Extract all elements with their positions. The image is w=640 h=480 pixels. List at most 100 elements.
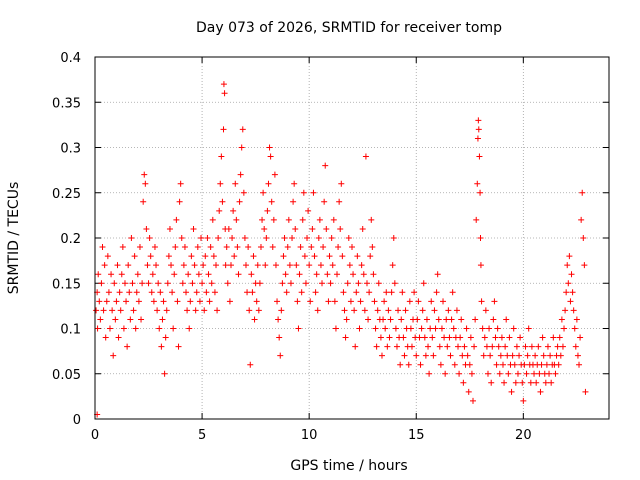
data-points xyxy=(93,81,589,418)
data-point xyxy=(504,352,511,359)
data-point xyxy=(244,289,251,296)
data-point xyxy=(350,271,357,278)
data-point xyxy=(204,235,211,241)
data-point xyxy=(512,379,519,386)
data-point xyxy=(249,289,256,296)
y-tick-label: 0.05 xyxy=(52,368,81,383)
data-point xyxy=(346,262,353,269)
data-point xyxy=(516,352,523,359)
data-point xyxy=(262,262,269,269)
chart-title: Day 073 of 2026, SRMTID for receiver tom… xyxy=(196,20,502,36)
data-point xyxy=(502,343,509,350)
data-point xyxy=(418,325,425,332)
data-point xyxy=(528,343,535,350)
data-point xyxy=(556,334,563,341)
data-point xyxy=(391,280,398,287)
data-point xyxy=(460,379,467,386)
data-point xyxy=(562,307,569,314)
data-point xyxy=(284,244,291,251)
data-point xyxy=(113,298,120,305)
data-point xyxy=(194,244,201,251)
data-point xyxy=(234,244,241,251)
data-point xyxy=(181,244,188,251)
data-point xyxy=(361,307,368,314)
data-point xyxy=(490,316,497,323)
data-point xyxy=(222,262,229,269)
data-point xyxy=(407,325,414,332)
data-point xyxy=(415,298,422,305)
data-point xyxy=(450,325,457,332)
data-point xyxy=(269,244,276,251)
data-point xyxy=(207,244,214,251)
data-point xyxy=(274,298,281,305)
data-point xyxy=(123,298,130,305)
data-point xyxy=(213,262,220,269)
data-point xyxy=(131,253,138,260)
data-point xyxy=(521,361,528,368)
data-point xyxy=(508,388,515,395)
data-point xyxy=(310,189,317,196)
data-point xyxy=(193,289,200,296)
data-point xyxy=(498,334,505,341)
data-point xyxy=(301,253,308,260)
data-point xyxy=(511,361,518,368)
data-point xyxy=(285,216,292,223)
data-point xyxy=(256,280,263,287)
data-point xyxy=(192,307,199,314)
data-point xyxy=(371,298,378,305)
data-point xyxy=(119,244,126,251)
data-point xyxy=(93,307,100,314)
data-point xyxy=(124,343,131,350)
data-point xyxy=(463,325,470,332)
data-point xyxy=(381,298,388,305)
y-tick-label: 0.4 xyxy=(60,51,81,66)
data-point xyxy=(313,271,320,278)
data-point xyxy=(199,280,206,287)
data-point xyxy=(329,262,336,269)
data-point xyxy=(136,244,143,251)
data-point xyxy=(132,325,139,332)
data-point xyxy=(566,253,573,260)
data-point xyxy=(223,244,230,251)
y-tick-label: 0.3 xyxy=(60,142,81,157)
data-point xyxy=(475,126,482,133)
data-point xyxy=(160,298,167,305)
data-point xyxy=(382,325,389,332)
data-point xyxy=(164,280,171,287)
data-point xyxy=(323,225,330,232)
data-point xyxy=(114,262,121,269)
data-point xyxy=(165,253,172,260)
data-point xyxy=(497,352,504,359)
data-point xyxy=(419,307,426,314)
data-point xyxy=(565,280,572,287)
data-point xyxy=(499,361,506,368)
data-point xyxy=(392,325,399,332)
data-point xyxy=(561,325,568,332)
data-point xyxy=(134,271,141,278)
data-point xyxy=(401,352,408,359)
data-point xyxy=(430,352,437,359)
data-point xyxy=(338,180,345,187)
data-point xyxy=(533,379,540,386)
data-point xyxy=(118,271,125,278)
data-point xyxy=(99,244,106,251)
data-point xyxy=(330,216,337,223)
data-point xyxy=(170,325,177,332)
data-point xyxy=(374,307,381,314)
data-point xyxy=(248,271,255,278)
data-point xyxy=(139,280,146,287)
data-point xyxy=(94,325,101,332)
data-point xyxy=(357,298,364,305)
data-point xyxy=(317,262,324,269)
data-point xyxy=(470,397,477,404)
data-point xyxy=(147,253,154,260)
data-point xyxy=(510,325,517,332)
data-point xyxy=(259,216,266,223)
data-point xyxy=(398,316,405,323)
data-point xyxy=(125,262,132,269)
data-point xyxy=(242,262,249,269)
data-point xyxy=(121,280,128,287)
data-point xyxy=(442,370,449,377)
data-point xyxy=(166,225,173,232)
data-point xyxy=(467,334,474,341)
